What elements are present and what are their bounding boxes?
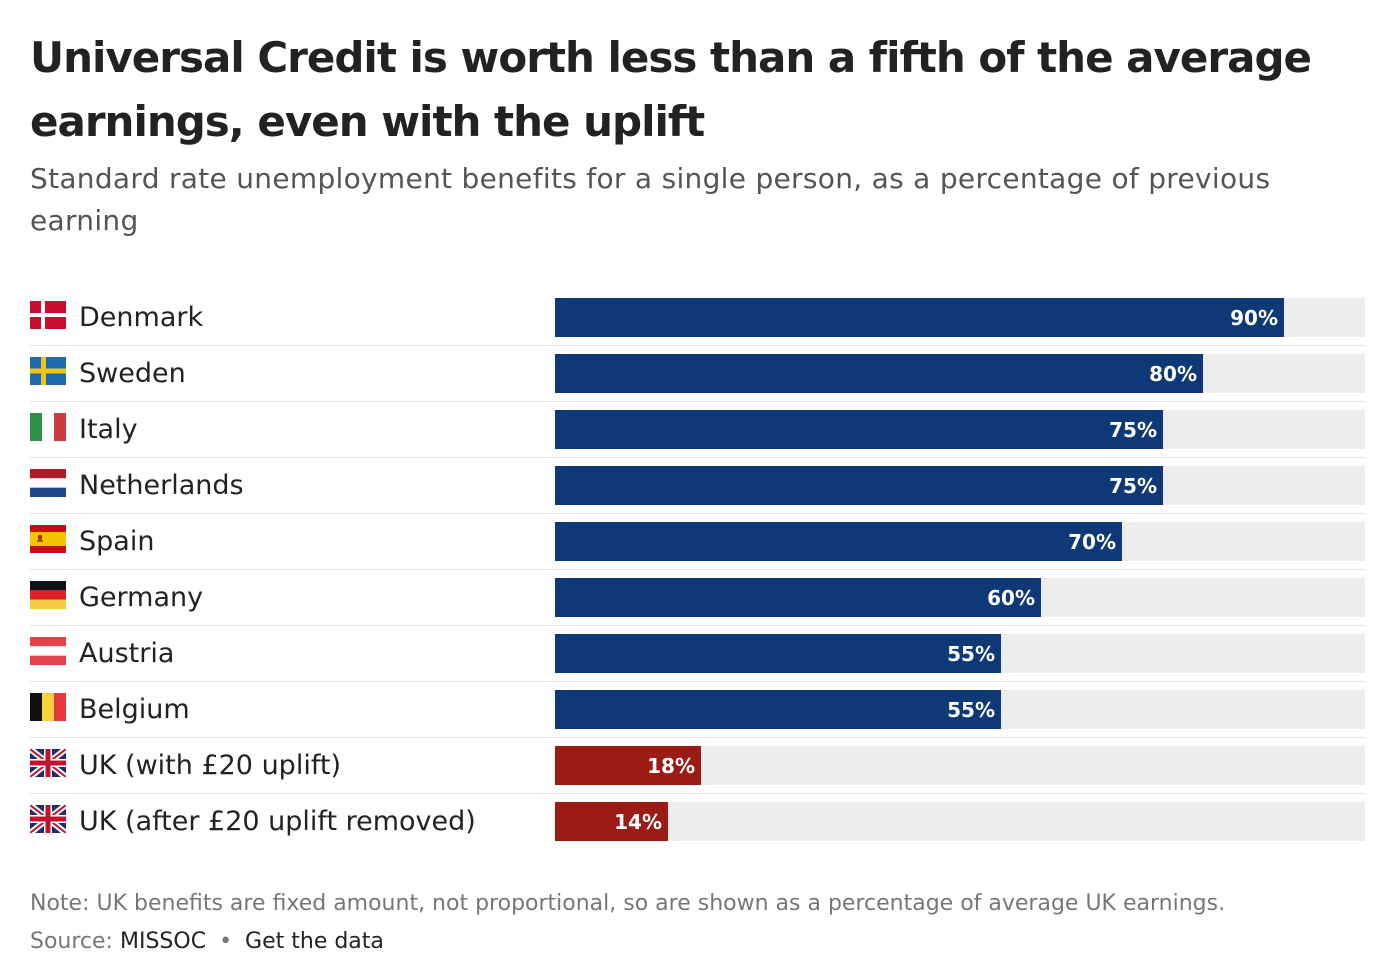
bar-value-label: 14% <box>614 810 662 834</box>
bar-value-label: 90% <box>1230 306 1278 330</box>
bar-row: Germany 60% <box>30 570 1365 626</box>
uk-flag-icon <box>30 749 66 777</box>
bar-value-label: 55% <box>947 642 995 666</box>
get-the-data-link[interactable]: Get the data <box>245 929 384 954</box>
bar: 60% <box>555 578 1041 617</box>
bar-value-label: 70% <box>1068 530 1116 554</box>
source-prefix: Source: <box>30 929 113 954</box>
chart-title: Universal Credit is worth less than a fi… <box>30 33 1312 146</box>
source-name: MISSOC <box>119 929 207 954</box>
bar-value-label: 18% <box>647 754 695 778</box>
uk-flag-icon <box>30 805 66 833</box>
category-label: Austria <box>79 638 175 669</box>
bar: 75% <box>555 466 1163 505</box>
bar-value-label: 55% <box>947 698 995 722</box>
bar: 90% <box>555 298 1284 337</box>
bar-row: Austria 55% <box>30 626 1365 682</box>
bar-value-label: 80% <box>1149 362 1197 386</box>
chart-note: Note: UK benefits are fixed amount, not … <box>30 891 1226 916</box>
belgium-flag-icon <box>30 693 66 721</box>
netherlands-flag-icon <box>30 469 66 497</box>
bar-row: Spain 70% <box>30 514 1365 570</box>
bar-row: UK (with £20 uplift) 18% <box>30 738 1365 794</box>
category-label: Germany <box>79 582 204 613</box>
source-line: Source: MISSOC • Get the data <box>30 924 384 960</box>
bar-row: Sweden 80% <box>30 346 1365 402</box>
bar: 14% <box>555 802 668 841</box>
bar: 80% <box>555 354 1203 393</box>
bar-row: Italy 75% <box>30 402 1365 458</box>
bar-value-label: 75% <box>1109 474 1157 498</box>
sweden-flag-icon <box>30 357 66 385</box>
bar-value-label: 60% <box>987 586 1035 610</box>
category-label: Netherlands <box>79 470 244 501</box>
source-separator: • <box>219 929 233 954</box>
bar-track: 55% <box>555 690 1365 729</box>
category-label: UK (with £20 uplift) <box>79 750 341 781</box>
category-label: Belgium <box>79 694 190 725</box>
bar: 55% <box>555 634 1001 673</box>
bar-row: UK (after £20 uplift removed) 14% <box>30 794 1365 850</box>
bar-track: 14% <box>555 802 1365 841</box>
austria-flag-icon <box>30 637 66 665</box>
bar-track: 75% <box>555 410 1365 449</box>
bar: 55% <box>555 690 1001 729</box>
bar-track: 18% <box>555 746 1365 785</box>
bar-chart: Denmark 90% Sweden 80% Italy 75% Netherlands 75… <box>30 290 1365 850</box>
bar-row: Belgium 55% <box>30 682 1365 738</box>
spain-flag-icon <box>30 525 66 553</box>
denmark-flag-icon <box>30 301 66 329</box>
bar-row: Netherlands 75% <box>30 458 1365 514</box>
bar-value-label: 75% <box>1109 418 1157 442</box>
germany-flag-icon <box>30 581 66 609</box>
bar-track: 90% <box>555 298 1365 337</box>
chart-subtitle: Standard rate unemployment benefits for … <box>30 162 1271 237</box>
bar-track: 75% <box>555 466 1365 505</box>
bar-track: 55% <box>555 634 1365 673</box>
bar: 75% <box>555 410 1163 449</box>
category-label: Italy <box>79 414 138 445</box>
category-label: Sweden <box>79 358 186 389</box>
bar: 70% <box>555 522 1122 561</box>
bar-track: 80% <box>555 354 1365 393</box>
bar-row: Denmark 90% <box>30 290 1365 346</box>
italy-flag-icon <box>30 413 66 441</box>
category-label: Denmark <box>79 302 204 333</box>
category-label: Spain <box>79 526 155 557</box>
bar-track: 70% <box>555 522 1365 561</box>
bar-track: 60% <box>555 578 1365 617</box>
category-label: UK (after £20 uplift removed) <box>79 806 476 837</box>
bar: 18% <box>555 746 701 785</box>
